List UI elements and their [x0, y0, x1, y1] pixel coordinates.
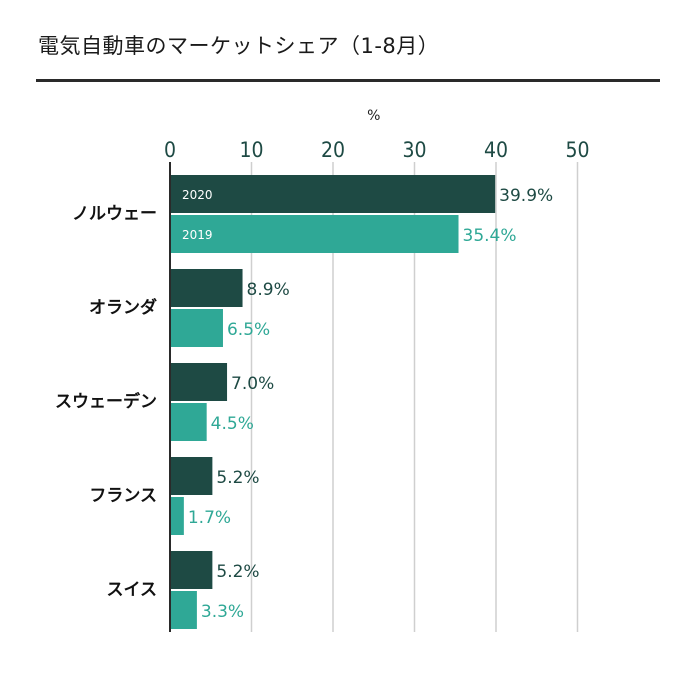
chart-title: 電気自動車のマーケットシェア（1-8月）: [38, 34, 440, 58]
bar-2019: [171, 497, 184, 535]
bars: 39.9% 2020 35.4% 2019 8.9% 6.5% 7.0% 4.5% 5.2% 1.…: [171, 175, 553, 629]
category-label: ノルウェー: [72, 204, 157, 224]
bar-2019: [171, 309, 223, 347]
bar-2020: [171, 551, 213, 589]
bar-value-label: 7.0%: [231, 374, 274, 394]
bar-value-label: 5.2%: [216, 562, 259, 582]
x-tick-label: 10: [239, 138, 263, 162]
bar-2020: [171, 269, 243, 307]
bar-2019: [171, 591, 197, 629]
x-tick-label: 40: [484, 138, 508, 162]
bar-value-label: 35.4%: [463, 226, 517, 246]
bar-value-label: 8.9%: [247, 280, 290, 300]
legend-label-2019: 2019: [182, 228, 213, 242]
bar-value-label: 5.2%: [216, 468, 259, 488]
bar-value-label: 39.9%: [499, 186, 553, 206]
bar-value-label: 1.7%: [188, 508, 231, 528]
category-label: フランス: [89, 486, 157, 506]
bar-value-label: 6.5%: [227, 320, 270, 340]
bar-value-label: 3.3%: [201, 602, 244, 622]
x-axis-unit: %: [367, 108, 380, 124]
category-label: スイス: [107, 580, 158, 600]
x-tick-label: 20: [321, 138, 345, 162]
category-label: スウェーデン: [55, 391, 157, 412]
bar-2020: [171, 363, 228, 401]
legend-label-2020: 2020: [182, 188, 213, 202]
x-tick-label: 0: [164, 138, 176, 162]
title-divider: [36, 79, 660, 82]
bar-value-label: 4.5%: [211, 414, 254, 434]
bar-2020: [171, 175, 496, 213]
x-axis-ticks: 0 10 20 30 40 50: [164, 138, 590, 162]
x-tick-label: 50: [565, 138, 589, 162]
bar-2019: [171, 215, 459, 253]
bar-2020: [171, 457, 213, 495]
x-tick-label: 30: [402, 138, 426, 162]
category-label: オランダ: [89, 297, 157, 318]
bar-2019: [171, 403, 207, 441]
